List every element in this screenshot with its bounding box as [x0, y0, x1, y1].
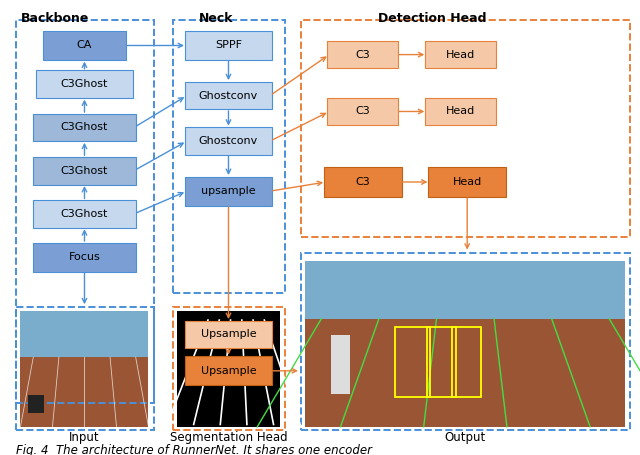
Text: Upsample: Upsample: [201, 329, 256, 339]
Text: C3: C3: [355, 177, 371, 187]
Text: Focus: Focus: [68, 252, 100, 262]
Bar: [16, 307, 154, 430]
FancyBboxPatch shape: [185, 320, 272, 349]
Text: Upsample: Upsample: [201, 366, 256, 376]
FancyBboxPatch shape: [327, 97, 398, 125]
Bar: [38, 394, 44, 413]
Text: CA: CA: [77, 40, 92, 51]
FancyBboxPatch shape: [429, 167, 506, 197]
Text: Ghostconv: Ghostconv: [199, 91, 258, 101]
Bar: [331, 335, 350, 394]
Text: Head: Head: [446, 50, 476, 60]
Text: Neck: Neck: [198, 12, 233, 25]
Bar: [16, 20, 154, 403]
FancyBboxPatch shape: [33, 200, 136, 228]
Bar: [305, 261, 625, 427]
Text: Ghostconv: Ghostconv: [199, 136, 258, 146]
FancyBboxPatch shape: [185, 356, 272, 385]
Bar: [28, 394, 33, 413]
FancyBboxPatch shape: [185, 177, 272, 206]
FancyBboxPatch shape: [33, 114, 136, 141]
Bar: [305, 261, 625, 319]
Bar: [301, 253, 630, 430]
Bar: [427, 327, 456, 397]
Text: Input: Input: [69, 431, 100, 444]
FancyBboxPatch shape: [324, 167, 402, 197]
Bar: [452, 327, 481, 397]
Text: Fig. 4  The architecture of RunnerNet. It shares one encoder: Fig. 4 The architecture of RunnerNet. It…: [16, 444, 372, 455]
Text: upsample: upsample: [201, 186, 256, 196]
Text: C3Ghost: C3Ghost: [61, 166, 108, 176]
FancyBboxPatch shape: [327, 40, 398, 68]
FancyBboxPatch shape: [185, 127, 272, 155]
FancyBboxPatch shape: [425, 97, 497, 125]
Text: SPPF: SPPF: [215, 40, 242, 51]
Text: Detection Head: Detection Head: [378, 12, 486, 25]
Bar: [20, 311, 148, 357]
Text: C3: C3: [355, 106, 371, 116]
FancyBboxPatch shape: [42, 31, 127, 60]
FancyBboxPatch shape: [185, 31, 272, 60]
Text: C3Ghost: C3Ghost: [61, 79, 108, 89]
FancyBboxPatch shape: [425, 40, 497, 68]
Text: C3: C3: [355, 50, 371, 60]
FancyBboxPatch shape: [185, 82, 272, 109]
FancyBboxPatch shape: [33, 243, 136, 272]
Bar: [173, 20, 285, 293]
Text: Backbone: Backbone: [20, 12, 89, 25]
Text: Head: Head: [452, 177, 482, 187]
Bar: [20, 311, 148, 427]
Text: C3Ghost: C3Ghost: [61, 122, 108, 132]
Bar: [301, 20, 630, 237]
Bar: [173, 307, 285, 430]
Bar: [395, 327, 430, 397]
Bar: [177, 311, 280, 427]
Bar: [33, 394, 38, 413]
FancyBboxPatch shape: [33, 157, 136, 185]
FancyBboxPatch shape: [36, 71, 133, 98]
Text: C3Ghost: C3Ghost: [61, 209, 108, 219]
Text: Output: Output: [445, 431, 486, 444]
Text: Segmentation Head: Segmentation Head: [170, 431, 287, 444]
Text: Head: Head: [446, 106, 476, 116]
